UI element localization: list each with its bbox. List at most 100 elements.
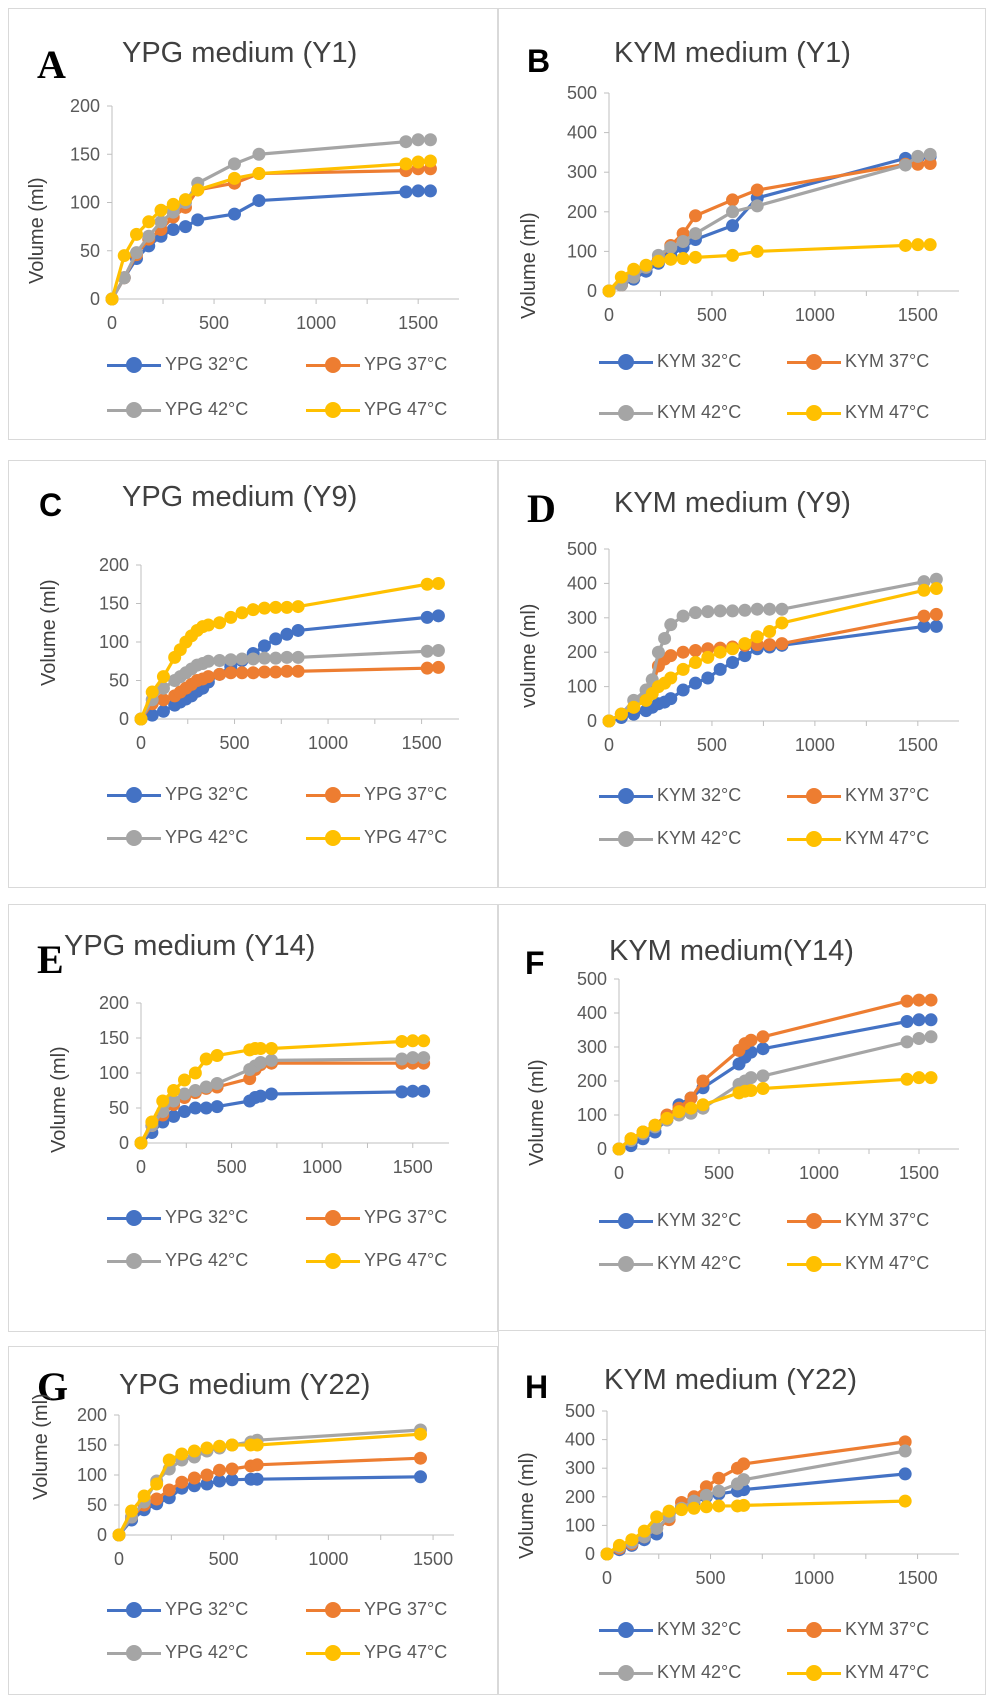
data-point bbox=[224, 653, 238, 667]
y-tick-label: 0 bbox=[585, 1544, 595, 1564]
data-point bbox=[257, 601, 271, 615]
y-tick-label: 0 bbox=[587, 281, 597, 301]
data-point bbox=[917, 619, 931, 633]
legend-label: YPG 47°C bbox=[364, 399, 448, 419]
data-point bbox=[662, 1504, 676, 1518]
data-point bbox=[417, 1051, 431, 1065]
data-point bbox=[898, 1435, 912, 1449]
data-point bbox=[200, 1468, 214, 1482]
data-point bbox=[137, 1489, 151, 1503]
data-point bbox=[676, 235, 690, 248]
chart-title: KYM medium (Y9) bbox=[614, 487, 851, 519]
data-point bbox=[924, 1071, 938, 1085]
data-point bbox=[923, 238, 937, 252]
data-point bbox=[664, 240, 678, 254]
y-tick-label: 100 bbox=[99, 632, 129, 652]
y-tick-label: 150 bbox=[99, 594, 129, 614]
chart-panel-a: A YPG medium (Y1) Volume (ml) 0 50 100 150 2… bbox=[8, 8, 498, 440]
data-point bbox=[688, 209, 702, 223]
data-point bbox=[280, 650, 294, 664]
legend-swatch bbox=[787, 787, 841, 804]
data-point bbox=[117, 249, 131, 263]
x-tick-label: 1500 bbox=[898, 305, 938, 325]
y-tick-label: 200 bbox=[99, 555, 129, 575]
panel-letter: D bbox=[527, 486, 556, 531]
legend-item: KYM 42°C bbox=[599, 1662, 741, 1683]
data-point bbox=[411, 133, 425, 147]
data-point bbox=[713, 604, 727, 618]
data-point bbox=[235, 606, 249, 620]
data-point bbox=[900, 1035, 914, 1049]
data-point bbox=[269, 632, 283, 646]
data-point bbox=[688, 606, 702, 620]
legend-item: KYM 32°C bbox=[599, 351, 741, 372]
data-point bbox=[280, 600, 294, 614]
legend-item: YPG 47°C bbox=[306, 827, 447, 848]
legend-label: KYM 32°C bbox=[657, 351, 742, 371]
data-point bbox=[639, 258, 653, 272]
chart-panel-b: B KYM medium (Y1) Volume (ml) 0 100 200 300… bbox=[498, 8, 986, 440]
data-point bbox=[154, 215, 168, 229]
plot-area: 0 100 200 300 400 500 0 500 1000 1500 bbox=[567, 83, 959, 325]
data-point bbox=[156, 1094, 170, 1108]
legend-swatch bbox=[599, 1255, 653, 1272]
data-point bbox=[177, 1087, 191, 1101]
data-point bbox=[414, 1427, 427, 1441]
panel-letter: H bbox=[525, 1369, 549, 1405]
data-point bbox=[117, 271, 131, 285]
data-point bbox=[150, 1492, 164, 1506]
data-point bbox=[737, 1498, 751, 1512]
legend-label: KYM 32°C bbox=[657, 785, 742, 805]
y-tick-label: 0 bbox=[587, 711, 597, 731]
x-tick-label: 0 bbox=[614, 1163, 624, 1183]
legend-item: YPG 42°C bbox=[107, 399, 248, 420]
series-line-1 bbox=[117, 1475, 421, 1537]
data-point bbox=[756, 1042, 770, 1056]
data-point bbox=[675, 1503, 689, 1517]
y-tick-label: 100 bbox=[70, 193, 100, 213]
data-point bbox=[431, 576, 445, 590]
data-point bbox=[235, 652, 249, 666]
data-point bbox=[756, 1030, 770, 1044]
legend-swatch bbox=[787, 1212, 841, 1229]
legend-swatch bbox=[107, 1644, 161, 1661]
legend-label: KYM 47°C bbox=[845, 828, 930, 848]
data-point bbox=[257, 651, 271, 665]
legend-item: KYM 32°C bbox=[599, 1210, 741, 1231]
data-point bbox=[431, 609, 445, 623]
x-tick-label: 1500 bbox=[898, 1568, 938, 1588]
data-point bbox=[688, 656, 702, 670]
data-point bbox=[750, 183, 764, 197]
legend-label: YPG 37°C bbox=[364, 784, 448, 804]
data-point bbox=[213, 1439, 226, 1453]
data-point bbox=[264, 1042, 278, 1055]
legend-item: YPG 32°C bbox=[107, 354, 248, 375]
y-tick-label: 0 bbox=[119, 709, 129, 729]
data-point bbox=[167, 1094, 181, 1108]
legend-swatch bbox=[306, 1252, 360, 1269]
data-point bbox=[145, 1115, 159, 1129]
data-point bbox=[225, 1438, 239, 1452]
data-point bbox=[129, 246, 143, 260]
plot-area: 0 50 100 150 200 0 500 1000 1500 bbox=[99, 993, 449, 1177]
data-point bbox=[269, 665, 283, 679]
data-point bbox=[399, 135, 413, 149]
chart-panel-e: E YPG medium (Y14) Volume (ml) 0 50 100 150… bbox=[8, 904, 498, 1332]
data-point bbox=[145, 685, 159, 699]
y-tick-label: 300 bbox=[567, 162, 597, 182]
plot-area: 0 50 100 150 200 0 500 1000 1500 bbox=[99, 555, 459, 753]
x-tick-label: 0 bbox=[136, 733, 146, 753]
x-tick-label: 0 bbox=[602, 1568, 612, 1588]
legend-item: KYM 32°C bbox=[599, 785, 741, 806]
x-tick-label: 1000 bbox=[308, 733, 348, 753]
legend-swatch bbox=[107, 1252, 161, 1269]
data-point bbox=[178, 193, 192, 207]
legend-label: KYM 42°C bbox=[657, 1662, 742, 1682]
data-point bbox=[912, 1071, 926, 1085]
x-tick-label: 1000 bbox=[799, 1163, 839, 1183]
data-point bbox=[900, 1072, 914, 1086]
data-point bbox=[210, 1049, 224, 1062]
data-point bbox=[246, 652, 260, 666]
x-tick-label: 500 bbox=[704, 1163, 734, 1183]
series-line-2 bbox=[608, 161, 931, 293]
